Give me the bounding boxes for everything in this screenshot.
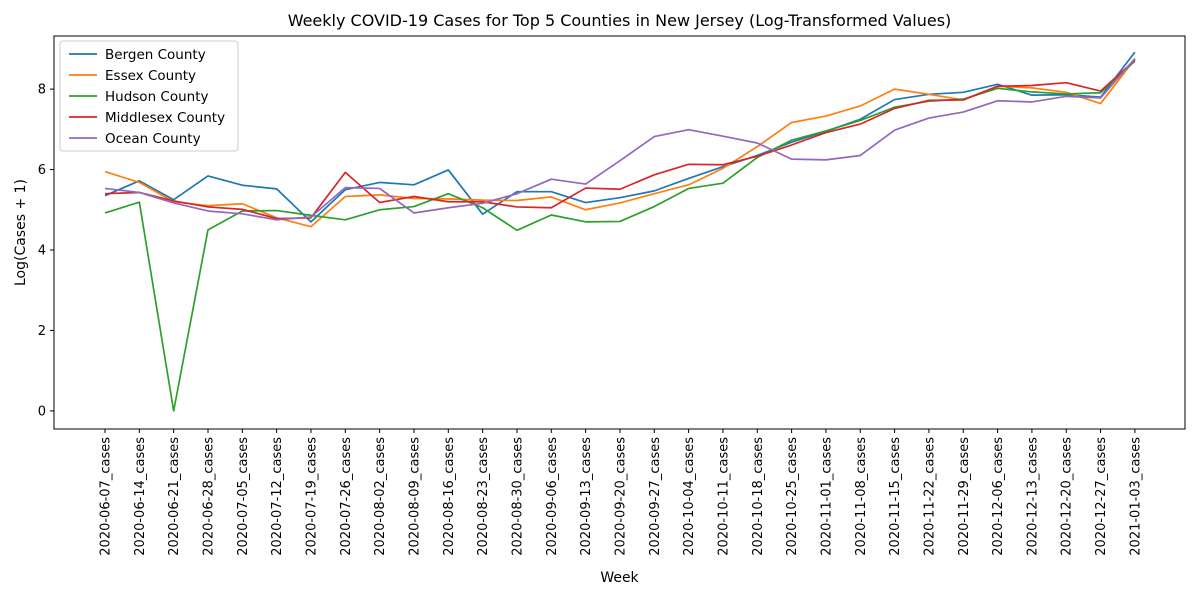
x-tick-label: 2020-11-22_cases: [922, 437, 937, 556]
x-tick-label: 2020-12-06_cases: [991, 437, 1006, 556]
x-tick-label: 2020-06-28_cases: [201, 437, 216, 556]
x-tick-label: 2020-08-02_cases: [373, 437, 388, 556]
y-tick-label: 6: [38, 163, 46, 178]
x-tick-label: 2020-12-20_cases: [1060, 437, 1075, 556]
x-tick-label: 2020-08-23_cases: [476, 437, 491, 556]
x-tick-label: 2020-10-04_cases: [682, 437, 697, 556]
y-tick-label: 4: [38, 243, 46, 258]
x-tick-label: 2020-08-30_cases: [510, 437, 525, 556]
y-tick-label: 0: [38, 404, 46, 419]
x-tick-label: 2020-11-08_cases: [854, 437, 869, 556]
legend: Bergen County Essex County Hudson County Mi…: [59, 40, 239, 152]
chart-title: Weekly COVID-19 Cases for Top 5 Counties…: [288, 11, 952, 30]
x-tick-label: 2020-09-27_cases: [648, 437, 663, 556]
x-tick-label: 2020-07-26_cases: [339, 437, 354, 556]
x-tick-label: 2020-07-19_cases: [304, 437, 319, 556]
y-axis-label: Log(Cases + 1): [13, 179, 29, 286]
x-tick-label: 2020-11-01_cases: [819, 437, 834, 556]
x-axis-label: Week: [600, 570, 639, 586]
legend-label: Ocean County: [105, 131, 201, 147]
x-tick-label: 2020-08-09_cases: [407, 437, 422, 556]
x-tick-label: 2020-08-16_cases: [442, 437, 457, 556]
x-tick-label: 2020-06-21_cases: [167, 437, 182, 556]
legend-label: Middlesex County: [105, 110, 225, 126]
legend-label: Essex County: [105, 68, 196, 84]
x-tick-label: 2020-07-12_cases: [270, 437, 285, 556]
x-tick-label: 2020-09-06_cases: [545, 437, 560, 556]
x-tick-label: 2021-01-03_cases: [1128, 437, 1143, 556]
plot-area: 0 2 4 6 8 2020-06-07_cases 2020-06-14_cases 202…: [38, 35, 1186, 556]
legend-label: Hudson County: [105, 89, 209, 105]
y-tick-label: 8: [38, 83, 46, 98]
series-line-1: [104, 51, 1136, 223]
x-tick-label: 2020-10-25_cases: [785, 437, 800, 556]
x-tick-label: 2020-09-13_cases: [579, 437, 594, 556]
x-tick-label: 2020-10-18_cases: [751, 437, 766, 556]
x-tick-label: 2020-11-29_cases: [957, 437, 972, 556]
x-tick-label: 2020-07-05_cases: [236, 437, 251, 556]
x-tick-label: 2020-11-15_cases: [888, 437, 903, 556]
y-tick-label: 2: [38, 324, 46, 339]
x-tick-label: 2020-09-20_cases: [613, 437, 628, 556]
x-tick-label: 2020-12-27_cases: [1094, 437, 1109, 556]
x-tick-label: 2020-10-11_cases: [716, 437, 731, 556]
x-tick-label: 2020-06-07_cases: [99, 437, 114, 556]
series-line-4: [104, 59, 1136, 220]
series-line-5: [104, 57, 1136, 221]
x-tick-label: 2020-06-14_cases: [133, 437, 148, 556]
legend-box: [59, 40, 239, 152]
x-tick-label: 2020-12-13_cases: [1025, 437, 1040, 556]
legend-label: Bergen County: [105, 47, 206, 63]
